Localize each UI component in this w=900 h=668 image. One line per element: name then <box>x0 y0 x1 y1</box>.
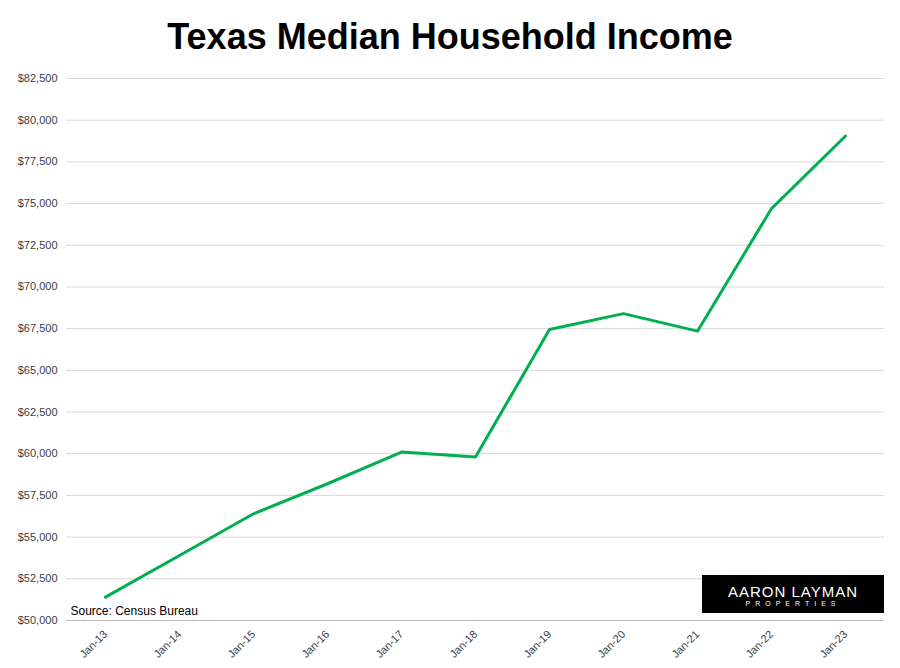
svg-text:$77,500: $77,500 <box>18 155 58 167</box>
svg-text:Jan-23: Jan-23 <box>817 628 849 660</box>
svg-text:Jan-13: Jan-13 <box>77 628 109 660</box>
svg-text:$82,500: $82,500 <box>18 72 58 84</box>
svg-text:Jan-16: Jan-16 <box>299 628 331 660</box>
svg-text:Jan-15: Jan-15 <box>225 628 257 660</box>
svg-text:Jan-20: Jan-20 <box>595 628 627 660</box>
svg-text:$62,500: $62,500 <box>18 406 58 418</box>
svg-text:Jan-21: Jan-21 <box>669 628 701 660</box>
svg-text:$50,000: $50,000 <box>18 614 58 626</box>
svg-text:$52,500: $52,500 <box>18 572 58 584</box>
svg-text:$55,000: $55,000 <box>18 531 58 543</box>
svg-text:$65,000: $65,000 <box>18 364 58 376</box>
svg-text:Jan-19: Jan-19 <box>521 628 553 660</box>
html-text:AARON LAYMAN: AARON LAYMAN <box>728 583 858 600</box>
svg-text:$72,500: $72,500 <box>18 239 58 251</box>
svg-text:$80,000: $80,000 <box>18 114 58 126</box>
html-text:Texas Median Household Income: Texas Median Household Income <box>167 16 733 57</box>
svg-text:Jan-18: Jan-18 <box>447 628 479 660</box>
svg-text:Jan-14: Jan-14 <box>151 628 183 660</box>
svg-text:Source: Census Bureau: Source: Census Bureau <box>71 604 198 618</box>
svg-text:$67,500: $67,500 <box>18 322 58 334</box>
svg-text:Jan-17: Jan-17 <box>373 628 405 660</box>
svg-text:Jan-22: Jan-22 <box>743 628 775 660</box>
svg-text:$75,000: $75,000 <box>18 197 58 209</box>
svg-text:$57,500: $57,500 <box>18 489 58 501</box>
html-text:PROPERTIES: PROPERTIES <box>745 600 841 607</box>
svg-text:$60,000: $60,000 <box>18 447 58 459</box>
svg-text:$70,000: $70,000 <box>18 280 58 292</box>
